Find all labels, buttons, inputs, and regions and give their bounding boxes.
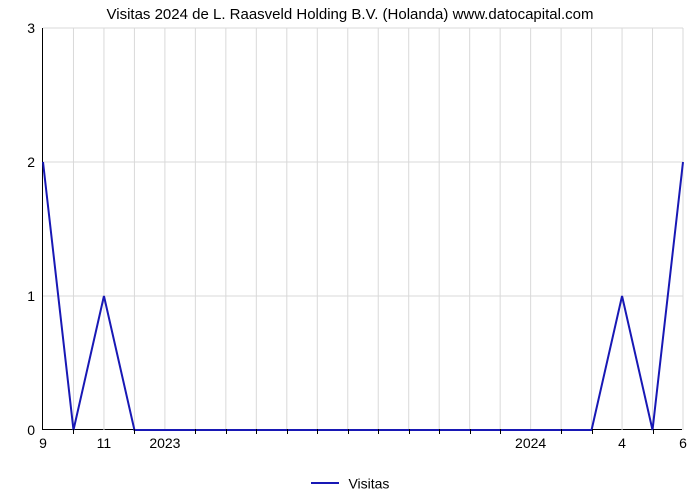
x-tick-label: 6 — [679, 429, 687, 451]
x-minor-tick — [439, 429, 440, 434]
x-minor-tick — [378, 429, 379, 434]
x-minor-tick — [134, 429, 135, 434]
plot-area: 01239112023202446 — [42, 28, 682, 430]
x-minor-tick — [73, 429, 74, 434]
x-minor-tick — [409, 429, 410, 434]
chart-title: Visitas 2024 de L. Raasveld Holding B.V.… — [0, 6, 700, 23]
x-tick-label: 11 — [97, 429, 112, 451]
x-minor-tick — [561, 429, 562, 434]
x-minor-tick — [500, 429, 501, 434]
x-minor-tick — [653, 429, 654, 434]
y-tick-label: 3 — [27, 20, 43, 36]
legend-swatch — [311, 482, 339, 484]
chart-container: Visitas 2024 de L. Raasveld Holding B.V.… — [0, 0, 700, 500]
y-tick-label: 2 — [27, 154, 43, 170]
x-minor-tick — [470, 429, 471, 434]
x-minor-tick — [226, 429, 227, 434]
chart-svg — [43, 28, 683, 430]
legend-label: Visitas — [348, 475, 389, 491]
x-minor-tick — [592, 429, 593, 434]
x-tick-label: 2024 — [515, 429, 546, 451]
x-tick-label: 9 — [39, 429, 47, 451]
x-minor-tick — [317, 429, 318, 434]
x-minor-tick — [287, 429, 288, 434]
x-tick-label: 2023 — [149, 429, 180, 451]
x-minor-tick — [195, 429, 196, 434]
legend: Visitas — [0, 474, 700, 491]
y-tick-label: 1 — [27, 288, 43, 304]
x-minor-tick — [256, 429, 257, 434]
x-minor-tick — [348, 429, 349, 434]
x-tick-label: 4 — [618, 429, 626, 451]
